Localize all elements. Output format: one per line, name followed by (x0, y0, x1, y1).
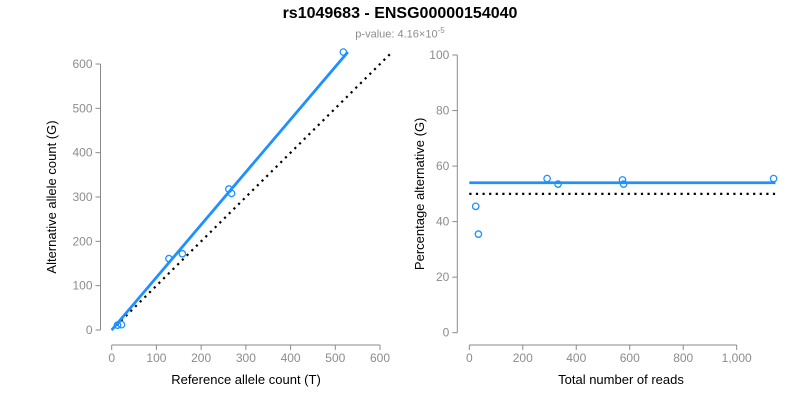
data-point (474, 230, 483, 238)
data-point (117, 320, 126, 329)
x-tick-label: 400 (281, 351, 301, 365)
pvalue-base: 4.16×10 (397, 28, 438, 41)
data-point (543, 174, 551, 183)
y-tick-label: 300 (72, 190, 92, 204)
x-tick-label: 400 (566, 351, 586, 365)
y-tick-label: 500 (72, 101, 92, 115)
y-tick-label: 200 (72, 234, 92, 248)
y-tick-label: 0 (443, 326, 450, 340)
pvalue-exponent: -5 (437, 26, 445, 35)
identity-line (110, 51, 393, 331)
x-tick-label: 100 (146, 351, 166, 365)
data-point (471, 202, 480, 211)
y-tick-label: 0 (86, 323, 93, 337)
y-tick-label: 60 (436, 159, 450, 173)
x-tick-label: 0 (108, 351, 115, 365)
x-axis-label: Reference allele count (T) (171, 372, 321, 387)
pvalue-subtitle: p-value: 4.16×10-5 (0, 26, 800, 41)
x-tick-label: 600 (620, 351, 640, 365)
y-tick-label: 40 (436, 215, 450, 229)
y-tick-label: 600 (72, 57, 92, 71)
x-tick-label: 200 (513, 351, 533, 365)
data-point (178, 249, 187, 258)
x-tick-label: 0 (466, 351, 473, 365)
data-point (227, 189, 236, 198)
x-tick-label: 1,000 (722, 351, 752, 365)
data-point (165, 254, 173, 263)
data-point (769, 174, 778, 183)
data-point (554, 180, 562, 188)
data-point (339, 48, 348, 56)
allele-count-scatter: 0 100 200 300 400 500 600 0 100 200 300 400 500 600 Re… (44, 48, 393, 387)
percentage-scatter: 0 200 400 600 800 1,000 0 20 40 60 80 100 Total numb… (412, 48, 778, 387)
y-tick-label: 100 (72, 279, 92, 293)
data-point (618, 176, 627, 184)
x-tick-label: 200 (191, 351, 211, 365)
x-axis-label: Total number of reads (558, 372, 684, 387)
y-tick-label: 100 (429, 48, 449, 62)
y-tick-label: 20 (436, 270, 450, 284)
data-point (113, 321, 122, 329)
y-tick-label: 400 (72, 146, 92, 160)
data-point (619, 180, 628, 188)
x-tick-label: 600 (370, 351, 390, 365)
x-tick-label: 300 (236, 351, 256, 365)
y-axis-label: Percentage alternative (G) (412, 118, 427, 270)
y-tick-label: 80 (436, 104, 450, 118)
page-title: rs1049683 - ENSG00000154040 (282, 5, 518, 22)
y-axis-label: Alternative allele count (G) (44, 120, 59, 273)
x-tick-label: 500 (325, 351, 345, 365)
pvalue-label: p-value: (355, 28, 398, 41)
x-tick-label: 800 (673, 351, 693, 365)
